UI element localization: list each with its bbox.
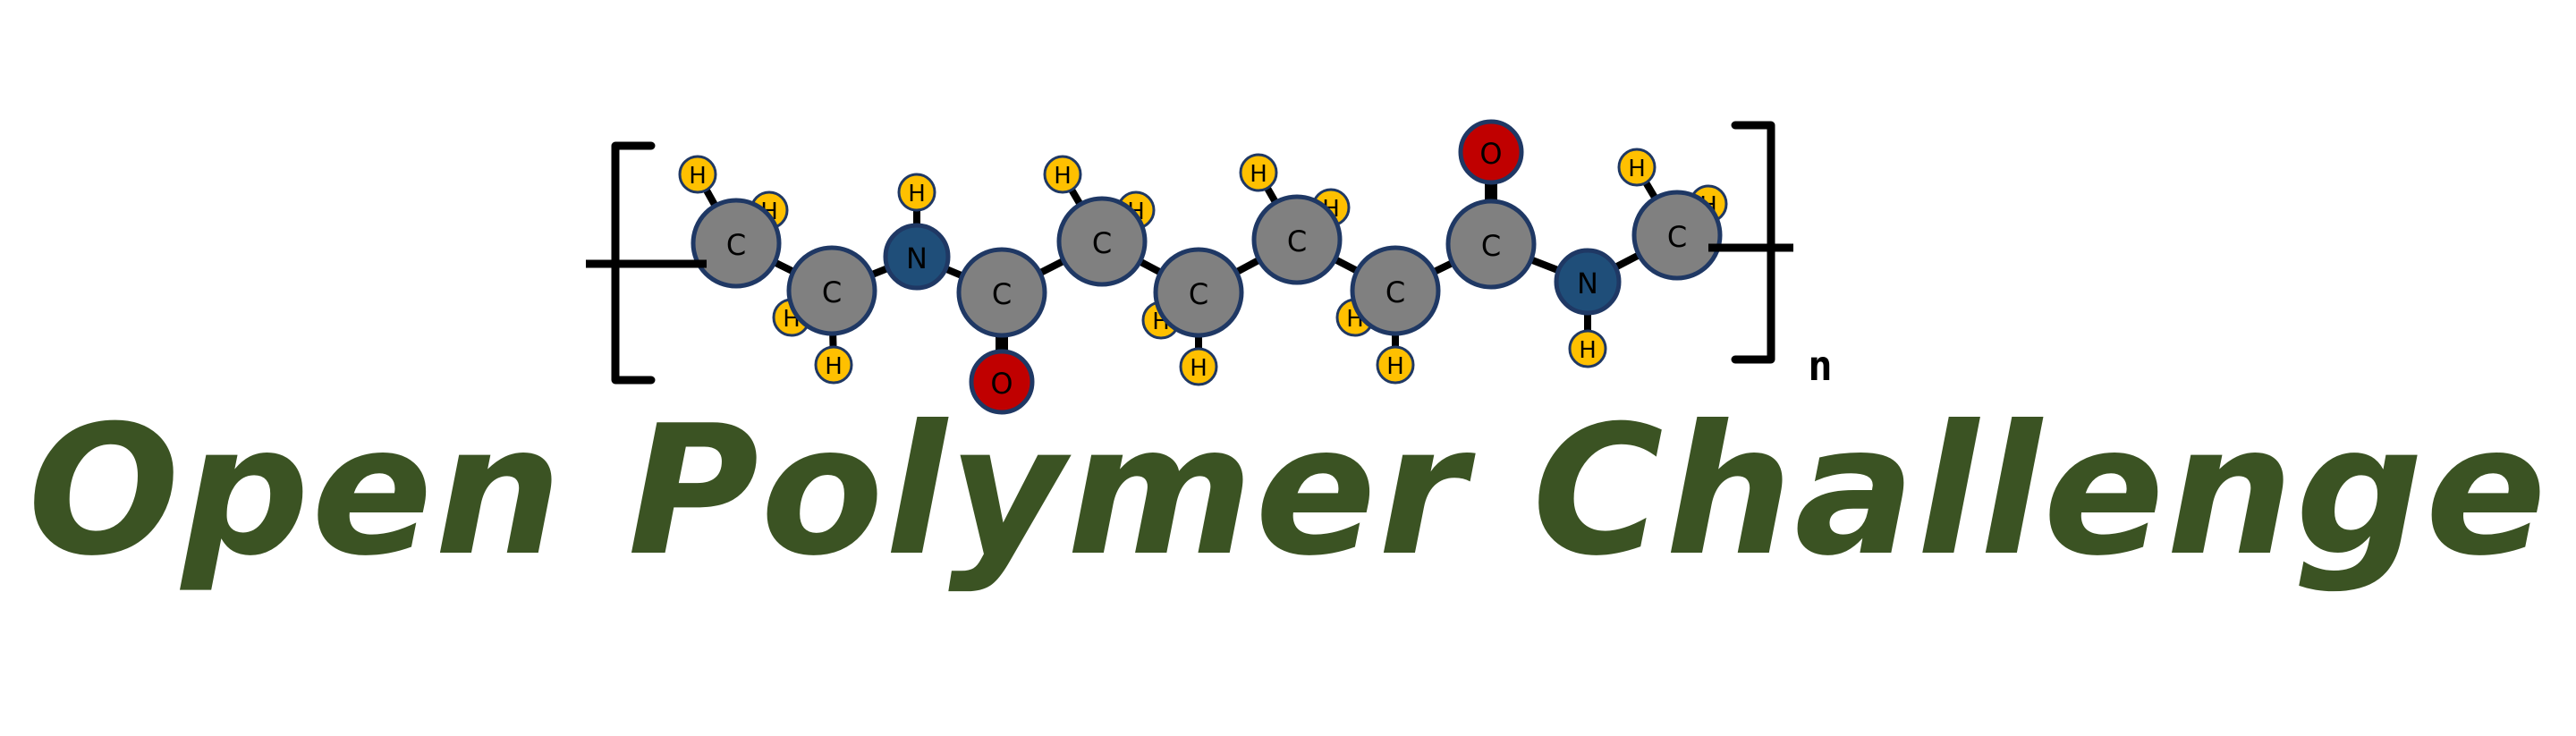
hydrogen-atom-circle <box>1568 329 1607 368</box>
hydrogen-atom-label: H <box>1190 355 1208 382</box>
repeat-unit-brackets: n <box>586 121 1833 390</box>
carbon-atom-circle <box>1056 196 1148 287</box>
carbon-atom-label: C <box>1287 224 1307 258</box>
hydrogen-atom-circle <box>1376 345 1415 385</box>
oxygen-atom-label: O <box>1479 137 1502 171</box>
right-bracket <box>1731 121 1775 364</box>
carbon-atom-label: C <box>1092 226 1112 260</box>
repeat-subscript: n <box>1808 342 1833 390</box>
oxygen-atom-circle <box>1458 119 1524 185</box>
hydrogen-atom-circle <box>1043 155 1082 194</box>
carbon-atom-label: C <box>1189 277 1208 311</box>
carbon-atom-circle <box>956 247 1047 338</box>
hydrogen-atom-label: H <box>1579 337 1597 364</box>
nitrogen-atom-circle <box>1554 248 1622 316</box>
hydrogen-atom-label: H <box>1386 353 1404 380</box>
hydrogen-atom: H <box>1239 153 1278 192</box>
carbon-atom: C <box>1251 194 1343 285</box>
carbon-atom-label: C <box>726 228 746 262</box>
hydrogen-atom: H <box>1179 347 1218 386</box>
carbon-atom-label: C <box>822 275 842 309</box>
carbon-atom: C <box>1350 245 1441 336</box>
carbon-atom: C <box>1056 196 1148 287</box>
nitrogen-atom-label: N <box>1577 266 1598 300</box>
hydrogen-atom-label: H <box>1054 163 1072 190</box>
carbon-atom: C <box>1445 199 1537 290</box>
hydrogen-atom-circle <box>1179 347 1218 386</box>
carbon-atom-circle <box>1445 199 1537 290</box>
hydrogen-atom-label: H <box>1628 156 1646 182</box>
carbon-atom-circle <box>1153 247 1244 338</box>
nitrogen-atom-label: N <box>906 241 928 275</box>
carbon-atom: C <box>691 198 782 289</box>
carbon-atom-circle <box>1251 194 1343 285</box>
hydrogen-atom: H <box>1568 329 1607 368</box>
carbon-atom-circle <box>786 245 877 336</box>
hydrogen-atom-circle <box>897 173 936 212</box>
hydrogen-atom-label: H <box>825 353 843 380</box>
carbon-atom-circle <box>691 198 782 289</box>
hydrogen-atom-label: H <box>908 181 926 207</box>
atoms-layer: HHHHHHHHHHHHHHHHOONNCCCCCCCCC <box>678 119 1728 415</box>
hydrogen-atom-label: H <box>1250 161 1267 188</box>
carbon-atom-label: C <box>1385 275 1405 309</box>
logo-title: Open Polymer Challenge <box>27 387 2549 596</box>
nitrogen-atom: N <box>883 223 951 291</box>
hydrogen-atom-label: H <box>689 163 707 190</box>
hydrogen-atom-circle <box>1239 153 1278 192</box>
carbon-atom: C <box>1153 247 1244 338</box>
hydrogen-atom: H <box>1376 345 1415 385</box>
oxygen-atom-circle <box>969 349 1035 415</box>
nitrogen-atom: N <box>1554 248 1622 316</box>
carbon-atom: C <box>1631 190 1723 281</box>
nitrogen-atom-circle <box>883 223 951 291</box>
oxygen-atom-label: O <box>990 367 1013 401</box>
hydrogen-atom-circle <box>814 345 853 385</box>
carbon-atom-label: C <box>1481 229 1501 263</box>
hydrogen-atom: H <box>678 155 717 194</box>
hydrogen-atom: H <box>897 173 936 212</box>
carbon-atom-circle <box>1631 190 1723 281</box>
oxygen-atom: O <box>1458 119 1524 185</box>
carbon-atom: C <box>956 247 1047 338</box>
oxygen-atom: O <box>969 349 1035 415</box>
carbon-atom-label: C <box>992 277 1012 311</box>
carbon-atom: C <box>786 245 877 336</box>
carbon-atom-circle <box>1350 245 1441 336</box>
hydrogen-atom: H <box>1617 148 1657 187</box>
hydrogen-atom-circle <box>678 155 717 194</box>
hydrogen-atom: H <box>1043 155 1082 194</box>
hydrogen-atom-circle <box>1617 148 1657 187</box>
carbon-atom-label: C <box>1667 220 1687 254</box>
hydrogen-atom: H <box>814 345 853 385</box>
